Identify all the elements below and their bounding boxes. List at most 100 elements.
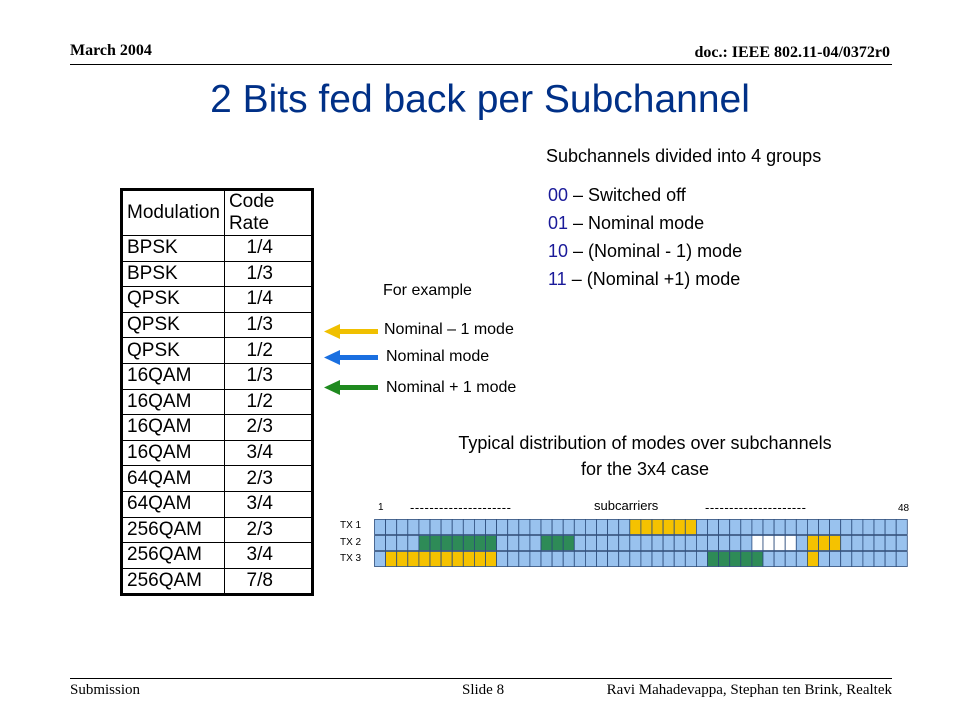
legend-nominal-minus-1: Nominal – 1 mode <box>384 321 514 338</box>
code-rate-cell: 2/3 <box>223 465 313 492</box>
code-sep: – <box>568 213 589 233</box>
subcarrier-cell <box>385 551 398 567</box>
groups-title: Subchannels divided into 4 groups <box>546 146 822 166</box>
subcarrier-cell <box>773 519 786 535</box>
subcarrier-cell <box>651 551 664 567</box>
subcarrier-cell <box>462 551 475 567</box>
subcarrier-cell <box>440 551 453 567</box>
code-rate-cell: 1/4 <box>223 235 313 262</box>
code-rate-cell: 3/4 <box>223 490 313 518</box>
subcarrier-cell <box>429 535 442 551</box>
group-code-00: 00 – Switched off <box>548 185 686 206</box>
code-value: 10 <box>548 241 569 261</box>
example-label: For example <box>383 282 472 299</box>
subcarrier-cell <box>884 551 897 567</box>
subcarrier-cell <box>496 535 509 551</box>
subcarrier-cell <box>829 519 842 535</box>
group-code-01: 01 – Nominal mode <box>548 213 704 234</box>
distribution-title-line2: for the 3x4 case <box>580 459 710 479</box>
subcarrier-cell <box>695 551 708 567</box>
subcarrier-cell <box>618 519 631 535</box>
table-row: 64QAM 2/3 <box>121 465 313 492</box>
table-row: BPSK 1/4 <box>121 235 313 262</box>
slide-title: 2 Bits fed back per Subchannel <box>210 78 750 121</box>
subcarrier-cell <box>529 551 542 567</box>
subcarrier-cell <box>718 519 731 535</box>
subcarrier-cell <box>529 519 542 535</box>
code-rate-cell: 7/8 <box>223 567 313 596</box>
subcarrier-cell <box>496 551 509 567</box>
table-row: 256QAM 7/8 <box>121 567 313 596</box>
distribution-title: Typical distribution of modes over subch… <box>380 430 910 482</box>
subcarrier-cell <box>507 519 520 535</box>
subcarrier-cell <box>496 519 509 535</box>
subcarrier-cell <box>418 551 431 567</box>
subcarrier-cell <box>751 519 764 535</box>
subcarrier-cell <box>707 519 720 535</box>
subcarrier-cell <box>451 519 464 535</box>
subcarrier-cell <box>795 519 808 535</box>
subcarrier-cell <box>618 551 631 567</box>
modulation-table: Modulation Code Rate BPSK 1/4 BPSK 1/3 QPSK 1… <box>120 188 314 597</box>
subcarrier-cell <box>440 519 453 535</box>
subcarrier-cell <box>784 535 797 551</box>
code-value: 01 <box>548 213 569 233</box>
legend-nominal-plus-1: Nominal + 1 mode <box>386 379 517 396</box>
subcarrier-cell <box>618 535 631 551</box>
header-date: March 2004 <box>70 42 152 59</box>
table-row: 16QAM 3/4 <box>121 439 313 467</box>
code-desc: (Nominal - 1) mode <box>588 241 743 261</box>
subcarrier-cell <box>462 535 475 551</box>
axis-label: subcarriers <box>594 498 659 513</box>
subcarrier-cell <box>596 551 609 567</box>
code-desc: Switched off <box>588 185 686 205</box>
modulation-cell: QPSK <box>121 286 225 313</box>
subcarrier-cell <box>584 519 597 535</box>
arrow-nominal-plus-1 <box>324 380 378 395</box>
subcarrier-cell <box>751 535 764 551</box>
subcarrier-cell <box>385 519 398 535</box>
modulation-cell: 16QAM <box>121 414 225 441</box>
subcarrier-cell <box>540 535 553 551</box>
subcarrier-cell <box>895 519 908 535</box>
axis-start-label: 1 <box>378 502 384 513</box>
subcarrier-cell <box>673 551 686 567</box>
modulation-cell: 256QAM <box>121 516 225 544</box>
subcarrier-grid <box>374 519 908 567</box>
header-doc-id: doc.: IEEE 802.11-04/0372r0 <box>694 44 890 61</box>
subcarrier-cell <box>673 519 686 535</box>
subcarrier-cell <box>485 535 498 551</box>
subcarrier-cell <box>596 535 609 551</box>
subcarrier-cell <box>862 519 875 535</box>
code-rate-cell: 3/4 <box>223 542 313 569</box>
modulation-cell: 16QAM <box>121 439 225 467</box>
subcarrier-cell <box>718 551 731 567</box>
table-row: 256QAM 2/3 <box>121 516 313 544</box>
subcarrier-cell <box>662 535 675 551</box>
subcarrier-cell <box>440 535 453 551</box>
subcarrier-cell <box>784 551 797 567</box>
subcarrier-cell <box>818 551 831 567</box>
legend-arrows <box>324 324 378 395</box>
subcarrier-cell <box>740 551 753 567</box>
legend-nominal: Nominal mode <box>386 348 490 365</box>
modulation-cell: 64QAM <box>121 490 225 518</box>
table-row: 16QAM 1/2 <box>121 388 313 416</box>
header-rule <box>70 64 892 65</box>
subcarrier-cell <box>707 551 720 567</box>
subcarrier-cell <box>551 519 564 535</box>
subcarrier-cell <box>884 535 897 551</box>
subcarrier-cell <box>884 519 897 535</box>
subcarrier-cell <box>529 535 542 551</box>
subcarrier-cell <box>684 519 697 535</box>
subcarrier-cell <box>695 519 708 535</box>
table-row: QPSK 1/3 <box>121 311 313 339</box>
subcarrier-cell <box>729 519 742 535</box>
subcarrier-cell <box>673 535 686 551</box>
row-label-tx1: TX 1 <box>340 520 362 531</box>
code-rate-cell: 1/2 <box>223 337 313 364</box>
header-code-rate: Code Rate <box>223 189 313 236</box>
modulation-cell: 16QAM <box>121 362 225 390</box>
subcarrier-cell <box>429 551 442 567</box>
subcarrier-cell <box>818 535 831 551</box>
